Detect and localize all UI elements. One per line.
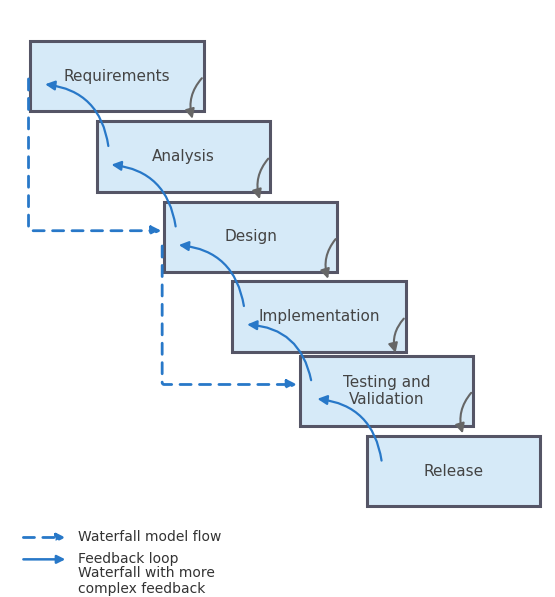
Text: Waterfall with more
complex feedback: Waterfall with more complex feedback	[78, 566, 215, 596]
FancyBboxPatch shape	[31, 41, 204, 111]
Text: Testing and
Validation: Testing and Validation	[342, 374, 430, 407]
Text: Feedback loop: Feedback loop	[78, 552, 179, 567]
Text: Design: Design	[224, 229, 277, 244]
FancyBboxPatch shape	[367, 436, 541, 506]
FancyBboxPatch shape	[300, 356, 473, 426]
FancyBboxPatch shape	[97, 121, 270, 192]
FancyBboxPatch shape	[233, 281, 406, 352]
Text: Release: Release	[423, 464, 484, 479]
Text: Analysis: Analysis	[152, 149, 215, 164]
Text: Requirements: Requirements	[64, 69, 170, 84]
FancyBboxPatch shape	[164, 202, 337, 272]
Text: Implementation: Implementation	[258, 309, 380, 324]
Text: Waterfall model flow: Waterfall model flow	[78, 531, 221, 544]
